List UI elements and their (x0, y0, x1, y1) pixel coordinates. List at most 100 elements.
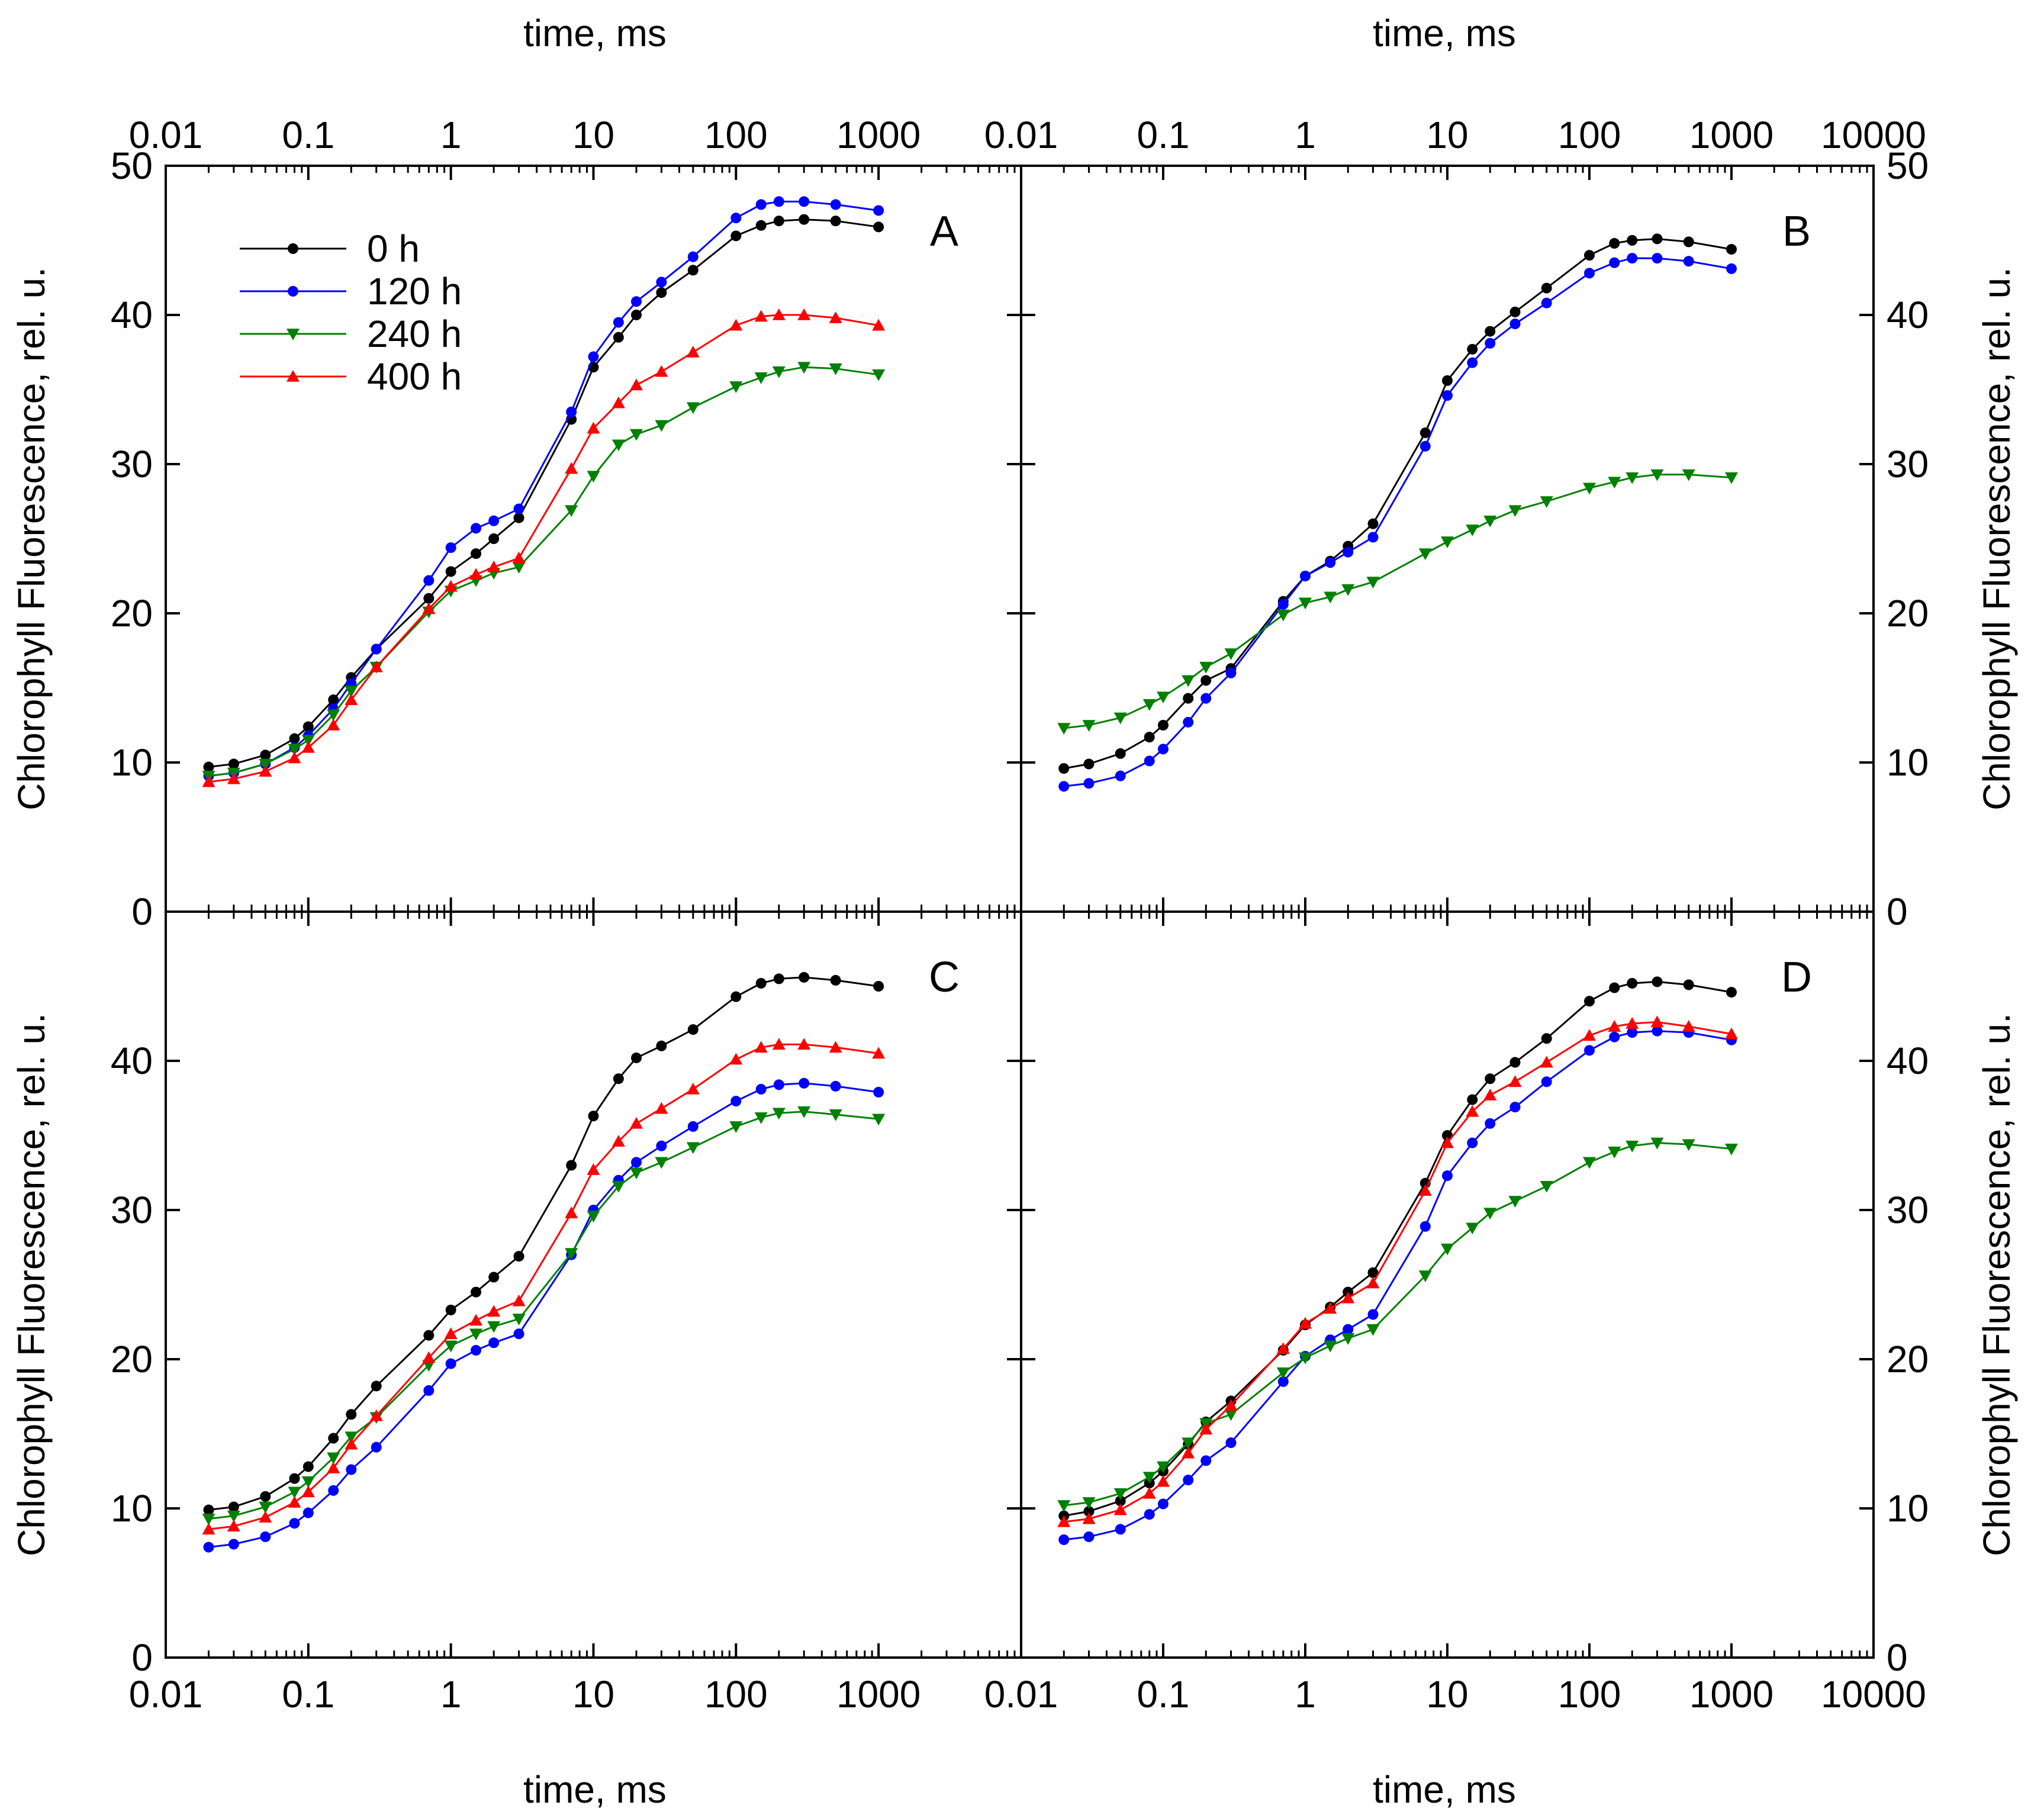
data-point (1650, 1015, 1664, 1028)
data-point (729, 381, 743, 393)
data-point (288, 751, 301, 764)
data-point (444, 1327, 458, 1339)
data-point (1652, 1025, 1663, 1037)
data-point (301, 735, 315, 747)
data-point (655, 1157, 668, 1169)
data-point (1652, 976, 1663, 987)
data-point (565, 1248, 578, 1260)
data-point (1299, 1317, 1312, 1329)
data-point (1442, 1170, 1453, 1182)
data-point (1652, 253, 1663, 264)
data-point (1485, 337, 1496, 349)
data-point (1058, 763, 1070, 774)
data-point (203, 761, 214, 773)
data-point (1683, 979, 1694, 990)
y-tick-label: 10 (1887, 741, 1929, 784)
legend-label: 400 h (367, 355, 462, 398)
data-point (797, 308, 811, 320)
data-point (513, 1328, 524, 1340)
data-point (1483, 515, 1497, 527)
data-point (1609, 982, 1620, 993)
y-tick-label: 0 (131, 1636, 153, 1679)
data-point (565, 505, 578, 517)
y-tick-label: 40 (111, 1040, 153, 1082)
data-point (755, 220, 767, 231)
data-point (588, 351, 599, 362)
x-tick-label: 1000 (836, 1673, 920, 1716)
data-point (1144, 1509, 1155, 1520)
series-line (208, 201, 879, 777)
panel-c: 0.01 0.1 1 10 100 1000 0 10 20 30 40 C (111, 910, 1022, 1716)
y-tick-label: 10 (111, 1487, 153, 1530)
data-point (772, 1038, 786, 1050)
data-point (512, 551, 526, 564)
data-point (1113, 1488, 1127, 1500)
data-point (656, 1040, 667, 1051)
data-point (1366, 1324, 1380, 1336)
data-point (289, 1473, 300, 1484)
y-axis-title: Chlorophyll Fluorescence, rel. u. (1975, 1013, 2018, 1556)
data-point (1608, 1146, 1621, 1159)
data-point (1300, 571, 1311, 581)
data-point (1367, 1309, 1379, 1320)
data-point (1082, 1497, 1096, 1509)
data-point (1584, 250, 1595, 261)
data-point (799, 971, 810, 983)
series-240-h (202, 1106, 886, 1526)
data-point (471, 1286, 482, 1298)
x-axis-title: time, ms (1373, 1768, 1516, 1811)
data-point (1509, 1057, 1521, 1068)
data-point (1144, 732, 1155, 743)
data-point (686, 1142, 700, 1154)
data-point (656, 1140, 667, 1151)
data-point (1142, 1486, 1156, 1499)
data-point (829, 1109, 842, 1121)
data-point (1442, 375, 1453, 386)
data-point (1442, 390, 1453, 401)
data-point (1508, 1196, 1522, 1208)
data-point (630, 1052, 642, 1063)
data-point (423, 575, 434, 586)
data-point (1341, 1333, 1355, 1345)
data-point (729, 1053, 743, 1065)
data-point (773, 973, 784, 984)
data-point (371, 1381, 382, 1392)
data-point (289, 1518, 300, 1529)
data-point (1083, 1531, 1095, 1542)
x-tick-label: 0.01 (129, 114, 203, 156)
data-point (227, 1510, 240, 1523)
data-point (1199, 661, 1213, 674)
data-point (302, 1461, 314, 1472)
data-point (328, 1433, 339, 1444)
data-point (1682, 1020, 1695, 1032)
data-point (1652, 233, 1663, 244)
x-tick-label: 0.1 (1137, 1673, 1190, 1716)
y-tick-label: 0 (131, 890, 153, 933)
data-point (1225, 667, 1237, 678)
data-point (830, 199, 841, 210)
data-point (1583, 1157, 1596, 1169)
data-point (228, 1501, 239, 1513)
data-point (260, 1531, 271, 1542)
data-point (288, 1495, 301, 1508)
data-point (830, 974, 841, 986)
data-point (1467, 1094, 1478, 1105)
legend-marker (288, 286, 298, 297)
data-point (1224, 1399, 1238, 1411)
y-tick-label: 30 (111, 1189, 153, 1231)
data-point (345, 1437, 358, 1450)
y-axis-title: Chlorophyll Fluorescence, rel. u. (10, 1013, 53, 1556)
data-point (259, 1511, 272, 1523)
data-point (228, 758, 239, 770)
panel-letter: D (1781, 954, 1812, 1001)
data-point (345, 693, 358, 705)
data-point (1182, 1446, 1195, 1459)
data-point (422, 1351, 436, 1363)
data-point (227, 772, 240, 784)
data-point (799, 214, 810, 225)
data-point (1367, 532, 1379, 543)
data-point (512, 1314, 526, 1325)
series-120-h (1058, 253, 1737, 792)
data-point (754, 1112, 768, 1124)
